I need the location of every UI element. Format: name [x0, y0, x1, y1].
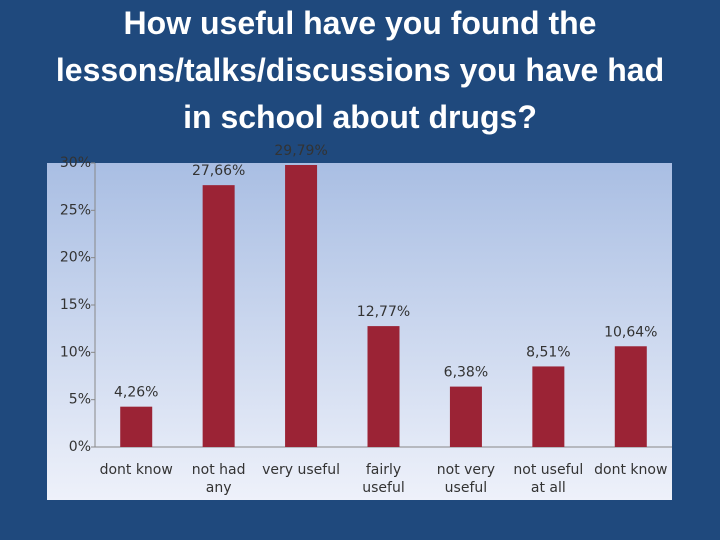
bar: [202, 185, 235, 448]
chart-title: How useful have you found the lessons/ta…: [55, 5, 665, 135]
y-tick-label: 5%: [69, 392, 91, 408]
x-tick-label: dont know: [594, 462, 668, 478]
value-label: 4,26%: [114, 385, 158, 401]
value-label: 8,51%: [526, 344, 570, 360]
x-tick-label: fairly useful: [362, 462, 405, 496]
x-tick-label: dont know: [99, 462, 173, 478]
y-tick-label: 15%: [60, 297, 91, 313]
x-tick-label: not very useful: [436, 462, 496, 496]
value-label: 29,79%: [274, 143, 327, 159]
value-label: 6,38%: [444, 365, 488, 381]
bar: [120, 406, 153, 447]
x-tick-label: not useful at all: [513, 462, 584, 496]
value-label: 27,66%: [192, 163, 245, 179]
bar: [532, 366, 565, 447]
y-tick-label: 0%: [69, 439, 91, 455]
value-label: 12,77%: [357, 304, 410, 320]
bar: [614, 346, 647, 447]
bar: [285, 164, 318, 447]
bar: [449, 386, 482, 447]
bar: [367, 326, 400, 447]
x-tick-label: very useful: [262, 462, 340, 478]
value-label: 10,64%: [604, 324, 657, 340]
y-tick-label: 30%: [60, 155, 91, 171]
y-tick-label: 25%: [60, 202, 91, 218]
y-tick-label: 10%: [60, 344, 91, 360]
x-tick-label: not had any: [191, 462, 246, 496]
y-tick-label: 20%: [60, 250, 91, 266]
